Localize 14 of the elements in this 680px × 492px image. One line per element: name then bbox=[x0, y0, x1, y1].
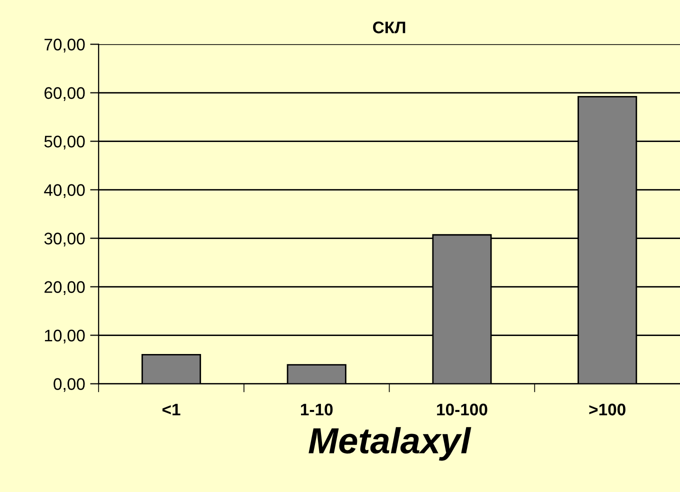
y-tick-label: 70,00 bbox=[44, 38, 85, 52]
y-tick-label: 10,00 bbox=[44, 330, 85, 344]
x-tick-label: 1-10 bbox=[300, 404, 333, 416]
y-tick-label: 20,00 bbox=[44, 281, 85, 295]
y-tick-label: 30,00 bbox=[44, 232, 85, 246]
x-tick-label: >100 bbox=[589, 404, 626, 416]
chart-title: СКЛ bbox=[373, 22, 406, 34]
x-tick-label: 10-100 bbox=[437, 404, 488, 416]
x-axis-title: Metalaxyl bbox=[308, 427, 472, 461]
y-tick-label: 0,00 bbox=[54, 378, 85, 392]
x-tick-label: <1 bbox=[162, 404, 180, 416]
y-tick-label: 60,00 bbox=[44, 87, 85, 101]
y-tick-label: 40,00 bbox=[44, 184, 85, 198]
y-tick-label: 50,00 bbox=[44, 136, 85, 150]
